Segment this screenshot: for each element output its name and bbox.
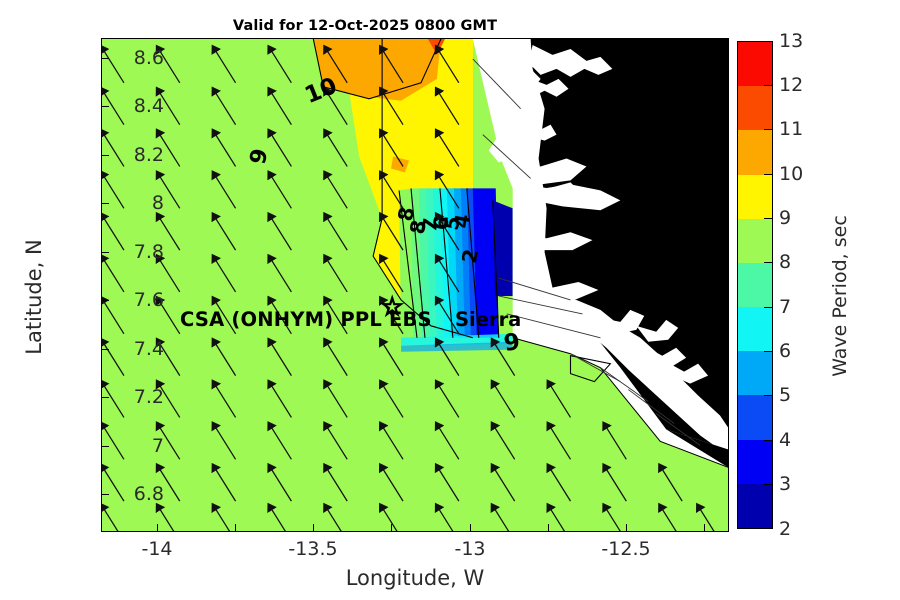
y-tickmark	[101, 58, 109, 60]
map-svg	[102, 39, 728, 531]
y-tick-7-8: 7.8	[133, 241, 164, 263]
y-tick-7-2: 7.2	[133, 386, 164, 408]
colorbar-tick-11: 11	[779, 118, 804, 140]
site-label-secondary: Sierra	[455, 308, 522, 331]
x-tickmark	[391, 524, 393, 532]
colorbar-tickmark	[764, 129, 773, 131]
y-tick-8: 8	[151, 192, 164, 214]
colorbar-tickmark	[764, 440, 773, 442]
colorbar-tick-10: 10	[779, 163, 804, 185]
x-tick-minus-13-5: -13.5	[288, 538, 338, 560]
x-axis-label: Longitude, W	[345, 566, 485, 590]
colorbar-tickmark	[764, 484, 773, 486]
colorbar-tick-2: 2	[779, 518, 792, 540]
colorbar-tick-9: 9	[779, 207, 792, 229]
colorbar-band-3-4	[738, 439, 772, 484]
x-tick-minus-12-5: -12.5	[601, 538, 651, 560]
contour-label-9-south: 9	[502, 329, 522, 357]
map-canvas	[102, 39, 728, 531]
y-tickmark	[101, 494, 109, 496]
map-plot-area	[101, 38, 729, 532]
figure-title: Valid for 12-Oct-2025 0800 GMT	[232, 18, 498, 34]
colorbar-tickmark	[764, 174, 773, 176]
x-tickmark	[704, 524, 706, 532]
colorbar-band-6-7	[738, 307, 772, 352]
colorbar-band-7-8	[738, 262, 772, 308]
y-tickmark	[101, 446, 109, 448]
colorbar-tick-6: 6	[779, 340, 792, 362]
colorbar-band-5-6	[738, 351, 772, 396]
y-tickmark	[101, 252, 109, 254]
colorbar-band-12-13	[738, 42, 772, 87]
y-tickmark	[101, 155, 109, 157]
x-tickmark	[548, 524, 550, 532]
x-tickmark	[157, 524, 159, 532]
y-tick-6-8: 6.8	[133, 483, 164, 505]
colorbar-tick-5: 5	[779, 384, 792, 406]
y-tick-8-6: 8.6	[133, 47, 164, 69]
x-tickmark	[470, 524, 472, 532]
x-tick-minus-13: -13	[454, 538, 486, 560]
x-tickmark	[626, 524, 628, 532]
colorbar-tick-13: 13	[779, 30, 804, 52]
colorbar-tickmark	[764, 307, 773, 309]
y-tick-8-2: 8.2	[133, 144, 164, 166]
colorbar-band-4-5	[738, 395, 772, 440]
y-tickmark	[101, 397, 109, 399]
x-tickmark	[235, 524, 237, 532]
colorbar	[737, 41, 773, 529]
colorbar-tick-12: 12	[779, 74, 804, 96]
x-tickmark	[313, 524, 315, 532]
y-tickmark	[101, 300, 109, 302]
y-tick-7-4: 7.4	[133, 338, 164, 360]
y-tickmark	[101, 203, 109, 205]
colorbar-axis-label: Wave Period, sec	[829, 215, 851, 377]
colorbar-tickmark	[764, 85, 773, 87]
colorbar-band-10-11	[738, 130, 772, 175]
site-star-marker: ☆	[380, 292, 404, 321]
y-tickmark	[101, 106, 109, 108]
colorbar-tick-7: 7	[779, 296, 792, 318]
colorbar-band-2-3	[738, 483, 772, 528]
y-tickmark	[101, 349, 109, 351]
colorbar-tick-8: 8	[779, 251, 792, 273]
y-axis-label: Latitude, N	[22, 239, 46, 355]
colorbar-tickmark	[764, 351, 773, 353]
colorbar-tickmark	[764, 262, 773, 264]
colorbar-tick-3: 3	[779, 473, 792, 495]
y-tick-7-6: 7.6	[133, 289, 164, 311]
colorbar-tick-4: 4	[779, 429, 792, 451]
colorbar-band-11-12	[738, 86, 772, 131]
colorbar-band-8-9	[738, 218, 772, 263]
y-tick-7: 7	[151, 435, 164, 457]
colorbar-tickmark	[764, 395, 773, 397]
colorbar-tickmark	[764, 218, 773, 220]
site-label: CSA (ONHYM) PPL EBS	[180, 308, 432, 331]
x-tick-minus-14: -14	[141, 538, 173, 560]
colorbar-band-9-10	[738, 174, 772, 219]
y-tick-8-4: 8.4	[133, 95, 164, 117]
